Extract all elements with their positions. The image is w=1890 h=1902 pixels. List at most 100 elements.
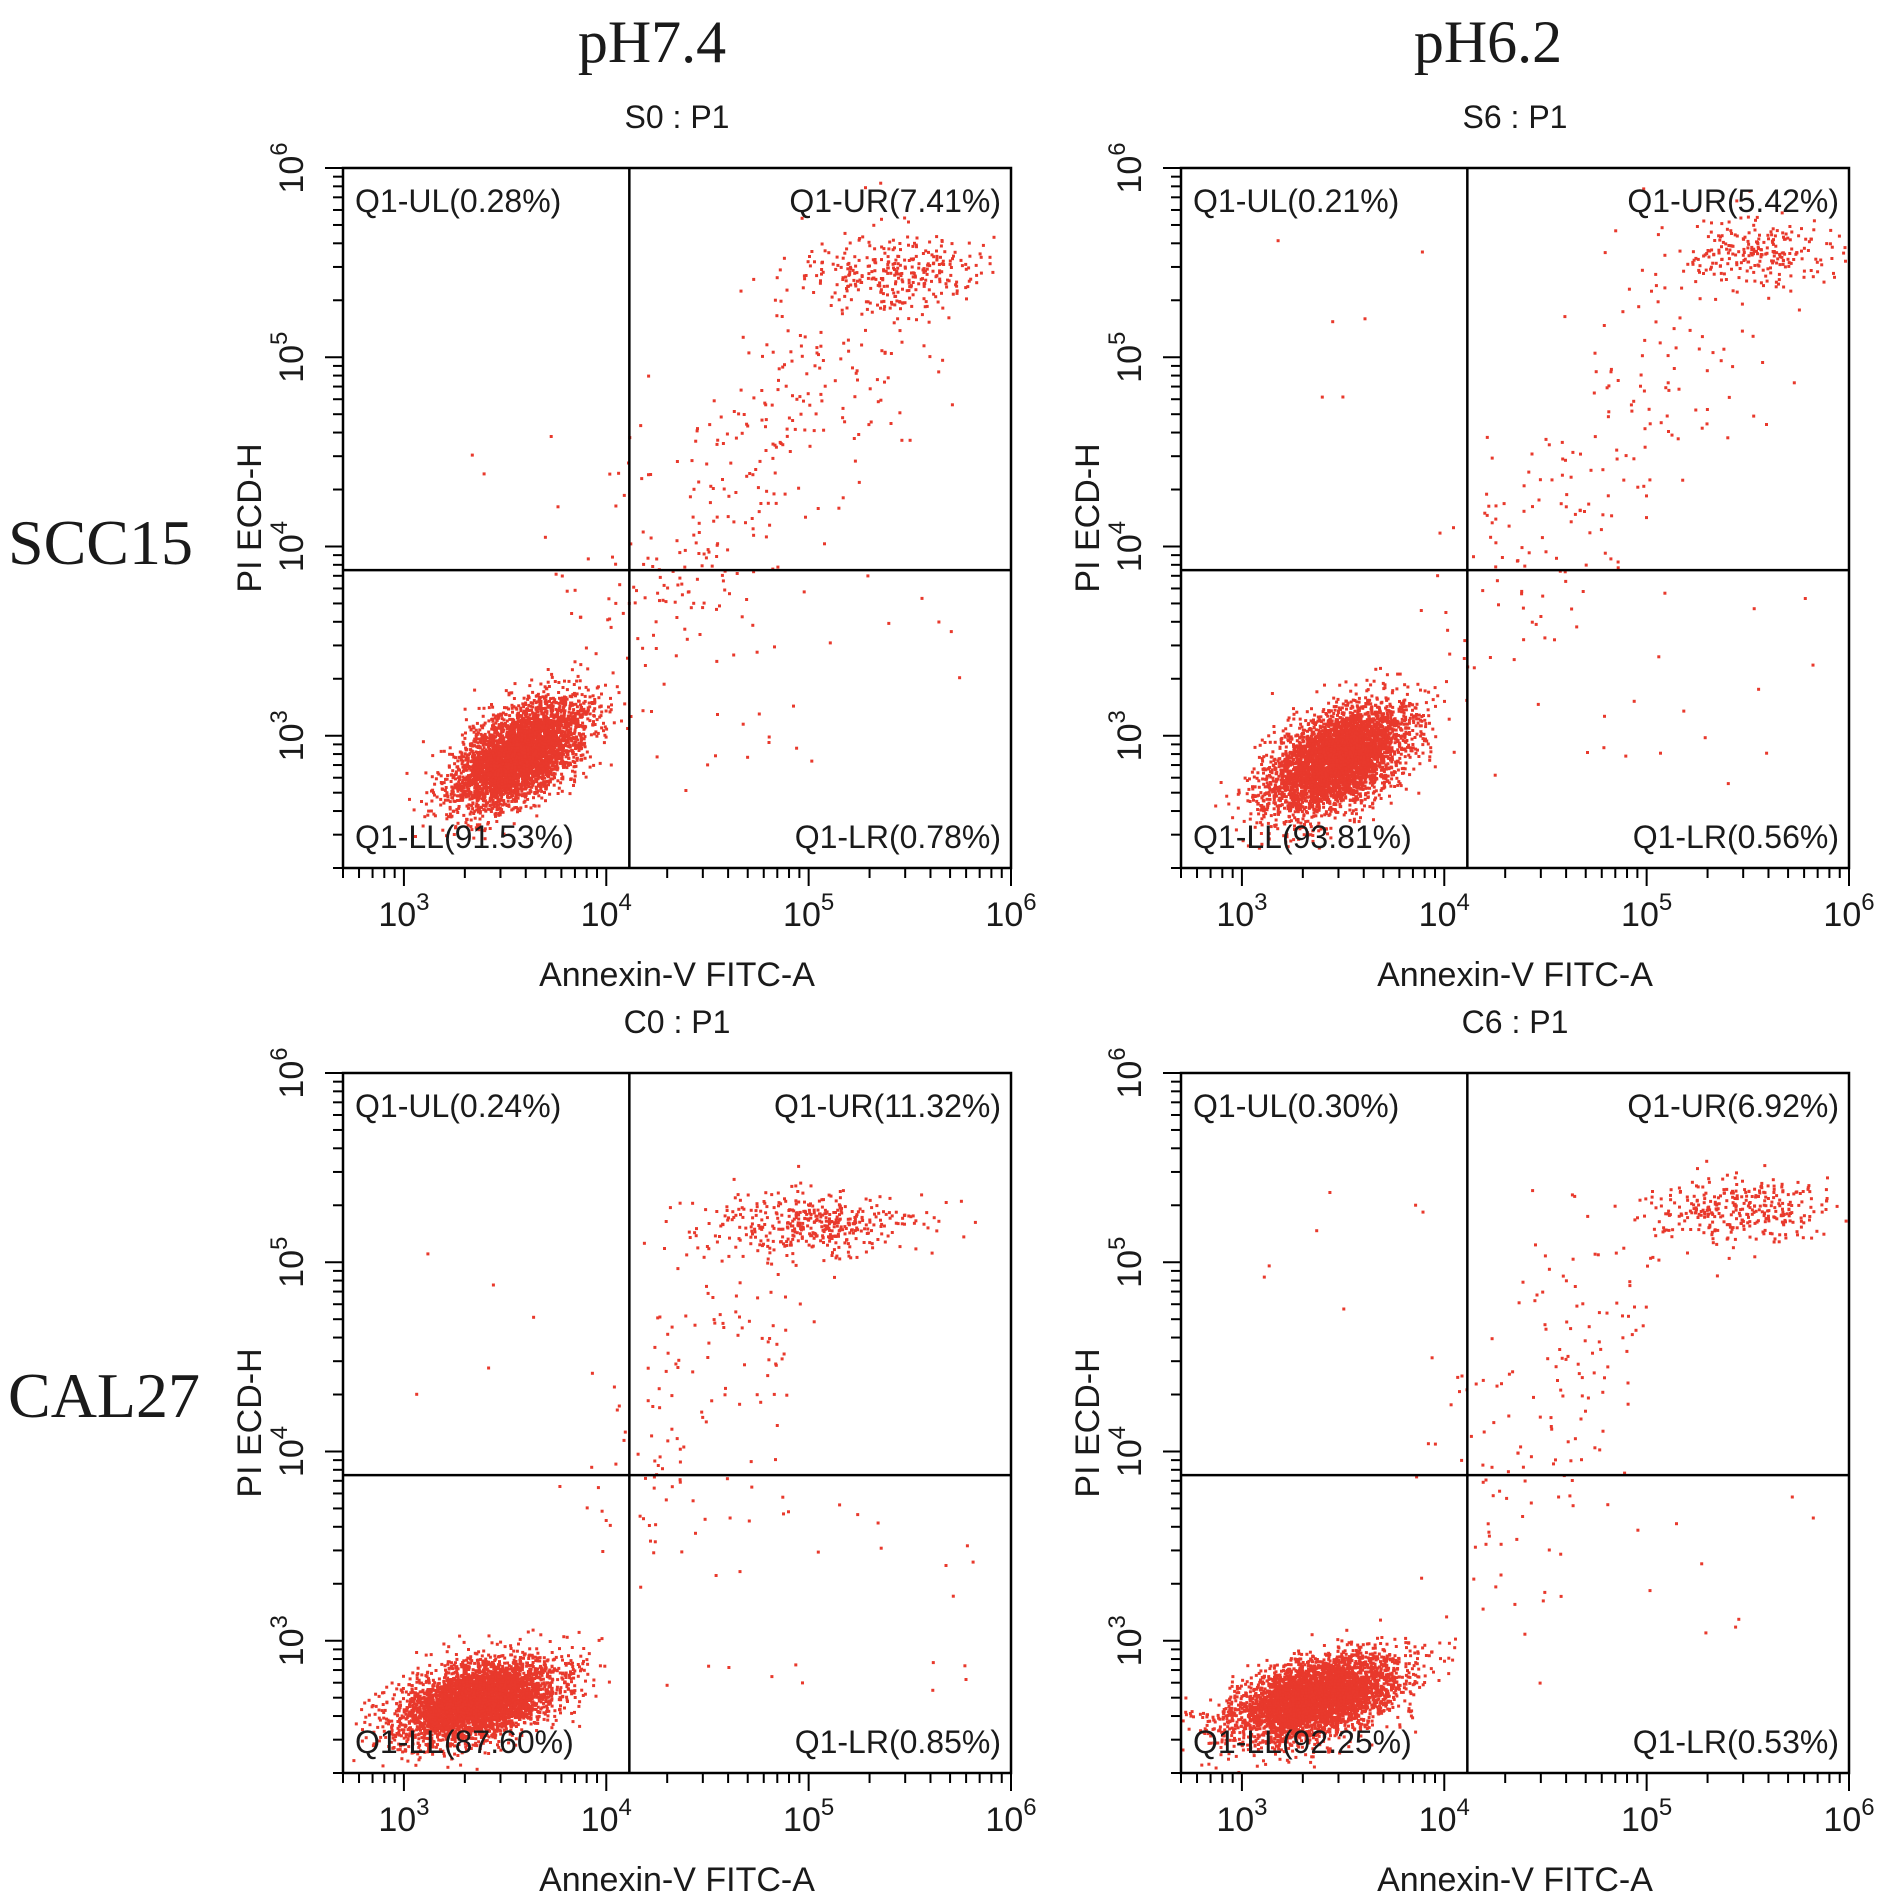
event-dot — [884, 269, 888, 273]
event-dot — [849, 298, 853, 302]
event-dot — [928, 240, 932, 244]
event-dot — [579, 663, 583, 667]
event-dot — [641, 646, 645, 650]
event-dot — [411, 828, 414, 832]
event-dot — [518, 729, 522, 733]
event-dot — [465, 756, 468, 760]
event-dot — [856, 378, 859, 382]
event-dot — [513, 806, 517, 810]
event-dot — [493, 731, 497, 735]
event-dot — [815, 274, 819, 278]
event-dot — [841, 496, 845, 500]
event-dot — [761, 354, 764, 358]
event-dot — [536, 715, 540, 719]
event-dot — [839, 357, 843, 361]
event-dot — [555, 712, 559, 716]
event-dot — [474, 728, 478, 732]
event-dot — [654, 620, 658, 624]
event-dot — [537, 804, 541, 808]
event-dot — [479, 805, 483, 809]
event-dot — [890, 300, 893, 304]
event-dot — [510, 717, 514, 721]
event-dot — [482, 804, 486, 808]
event-dot — [652, 633, 655, 637]
event-dot — [556, 730, 560, 734]
event-dot — [910, 271, 913, 275]
event-dot — [575, 692, 579, 696]
event-dot — [538, 729, 542, 733]
event-dot — [460, 762, 464, 766]
event-dot — [532, 740, 536, 744]
event-dot — [582, 708, 586, 712]
event-dot — [864, 328, 867, 332]
event-dot — [552, 700, 556, 704]
event-dot — [784, 384, 788, 388]
event-dot — [488, 798, 492, 802]
event-dot — [974, 263, 978, 267]
event-dot — [554, 744, 558, 748]
event-dot — [1411, 743, 1415, 746]
event-dot — [512, 752, 515, 756]
event-dot — [507, 735, 511, 739]
event-dot — [798, 334, 802, 337]
event-dot — [560, 714, 563, 718]
event-dot — [739, 388, 743, 392]
event-dot — [814, 412, 818, 416]
event-dot — [892, 321, 896, 325]
event-dot — [947, 316, 951, 320]
event-dot — [905, 289, 909, 293]
event-dot — [439, 781, 443, 784]
event-dot — [462, 781, 466, 785]
event-dot — [466, 806, 470, 810]
event-dot — [967, 241, 971, 245]
event-dot — [935, 249, 938, 253]
event-dot — [771, 442, 775, 446]
event-dot — [661, 598, 665, 602]
event-dot — [539, 705, 543, 709]
event-dot — [714, 754, 717, 758]
event-dot — [831, 262, 835, 266]
event-dot — [529, 782, 532, 786]
event-dot — [529, 720, 533, 724]
event-dot — [478, 780, 482, 784]
event-dot — [497, 784, 501, 788]
event-dot — [912, 257, 915, 261]
event-dot — [496, 798, 500, 801]
event-dot — [922, 344, 926, 348]
event-dot — [528, 743, 532, 747]
event-dot — [496, 772, 500, 775]
event-dot — [502, 771, 506, 775]
event-dot — [528, 729, 532, 733]
event-dot — [860, 275, 864, 278]
event-dot — [493, 729, 497, 733]
event-dot — [546, 680, 550, 684]
event-dot — [511, 757, 515, 761]
event-dot — [542, 769, 546, 773]
event-dot — [805, 372, 809, 376]
event-dot — [880, 300, 884, 304]
event-dot — [523, 729, 527, 733]
event-dot — [405, 771, 409, 775]
event-dot — [611, 671, 615, 675]
event-dot — [562, 705, 566, 709]
event-dot — [844, 279, 848, 283]
event-dot — [541, 781, 545, 785]
event-dot — [487, 706, 491, 710]
event-dot — [853, 459, 857, 463]
column-header-ph62: pH6.2 — [1414, 9, 1562, 75]
event-dot — [482, 706, 486, 710]
event-dot — [480, 736, 484, 740]
event-dot — [460, 733, 464, 737]
event-dot — [460, 787, 464, 791]
event-dot — [473, 688, 477, 692]
event-dot — [560, 755, 564, 759]
event-dot — [843, 294, 847, 298]
event-dot — [472, 795, 476, 798]
event-dot — [448, 800, 452, 804]
event-dot — [721, 442, 725, 445]
event-dot — [882, 307, 886, 311]
event-dot — [481, 726, 485, 730]
event-dot — [574, 711, 578, 715]
